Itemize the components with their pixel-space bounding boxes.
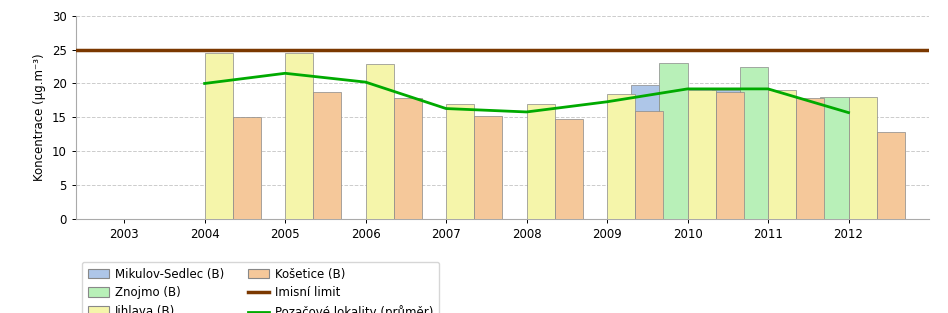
Bar <box>635 110 664 219</box>
Bar <box>687 90 716 219</box>
Bar <box>660 63 687 219</box>
Bar <box>712 90 739 219</box>
Bar <box>366 64 393 219</box>
Bar <box>768 90 796 219</box>
Bar <box>820 97 848 219</box>
Bar <box>474 116 502 219</box>
Bar <box>313 92 341 219</box>
Bar <box>447 104 474 219</box>
Bar <box>877 132 905 219</box>
Bar <box>393 98 422 219</box>
Bar <box>285 53 313 219</box>
Bar <box>205 53 233 219</box>
Bar <box>796 98 825 219</box>
Bar <box>716 92 744 219</box>
Bar <box>848 97 877 219</box>
Bar <box>631 85 660 219</box>
Bar <box>555 120 583 219</box>
Bar <box>526 104 555 219</box>
Legend: Mikulov-Sedlec (B), Znojmo (B), Jihlava (B), Košetice (B), Imisní limit, Pozačov: Mikulov-Sedlec (B), Znojmo (B), Jihlava … <box>82 262 439 313</box>
Bar <box>739 67 768 219</box>
Bar <box>607 94 635 219</box>
Y-axis label: Koncentrace (µg.m⁻³): Koncentrace (µg.m⁻³) <box>33 54 46 181</box>
Bar <box>233 117 261 219</box>
